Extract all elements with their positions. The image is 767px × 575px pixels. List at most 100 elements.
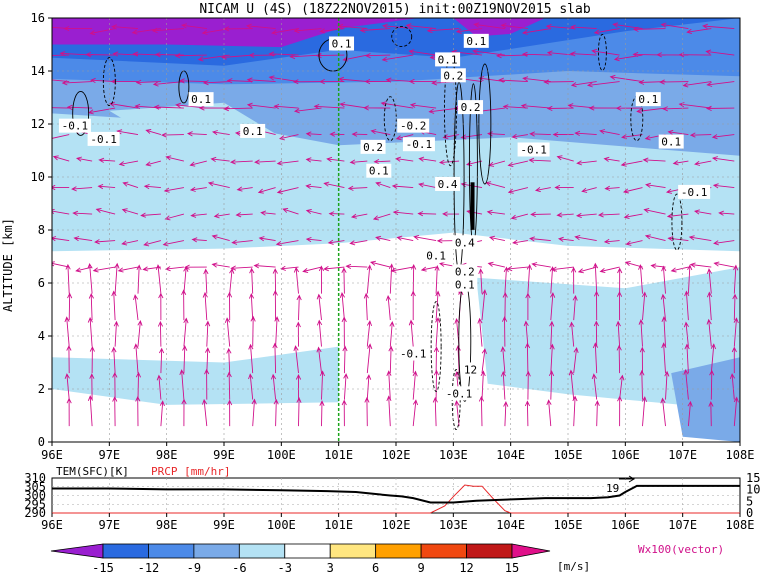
wind-vector — [67, 292, 73, 321]
contour-label-bg — [402, 137, 435, 152]
wind-vector — [363, 292, 369, 321]
colorbar-tick-label: -12 — [138, 561, 160, 575]
wind-vector — [660, 293, 666, 321]
wind-vector — [481, 348, 487, 374]
wind-vector — [667, 236, 689, 242]
wind-vector — [202, 291, 208, 321]
surface-y-tick-label-left: 305 — [24, 480, 46, 494]
wind-vector — [316, 319, 323, 347]
colorbar-box — [238, 543, 286, 559]
wind-vector — [396, 235, 414, 242]
wind-vector — [189, 160, 207, 167]
contour-line — [597, 34, 607, 71]
wind-vector — [135, 79, 161, 86]
x-tick-label: 103E — [439, 448, 468, 462]
contour-label-bg — [435, 52, 461, 67]
contour-label: 0.1 — [455, 279, 475, 292]
colorbar-box — [102, 543, 149, 559]
wind-vector — [226, 78, 253, 84]
contour-label: 12 — [464, 363, 477, 376]
wind-vector — [52, 107, 70, 109]
contour-line — [72, 90, 90, 136]
wind-vector — [351, 131, 368, 137]
wind-vector — [693, 209, 712, 215]
wind-vector — [546, 105, 574, 112]
wind-vector — [689, 262, 712, 268]
wind-vector — [71, 186, 93, 192]
wind-vector — [186, 131, 207, 137]
wind-vector — [163, 187, 184, 193]
wind-vector — [366, 320, 373, 347]
wind-vector — [250, 315, 256, 347]
wind-vector — [136, 264, 142, 294]
wind-vector — [477, 317, 483, 347]
wind-vector — [572, 294, 578, 321]
wind-vector — [52, 208, 70, 215]
wind-vector — [159, 347, 165, 374]
wind-vector — [549, 343, 555, 374]
wind-vector — [236, 186, 253, 192]
wind-vector — [52, 26, 70, 30]
wind-vector — [337, 23, 368, 30]
wind-vector — [586, 81, 620, 88]
wind-vector — [672, 160, 689, 166]
wind-vector — [570, 266, 577, 294]
wind-vector — [121, 240, 139, 246]
x-tick-label: 108E — [726, 448, 755, 462]
wind-vector — [388, 345, 394, 374]
contour-label: 0.2 — [455, 265, 475, 278]
wind-vector — [687, 264, 693, 294]
contour-label-bg — [658, 134, 684, 149]
contour-label-bg — [678, 184, 711, 199]
tem-label: TEM(SFC)[K] — [56, 465, 129, 478]
wind-vector — [569, 321, 575, 347]
wind-vector — [341, 267, 347, 294]
x-tick-label: 100E — [267, 448, 296, 462]
wind-vector — [500, 370, 506, 400]
wind-vector — [202, 80, 230, 86]
surface-x-tick-label: 104E — [496, 518, 525, 532]
wind-vector — [363, 105, 391, 111]
wind-vector — [97, 183, 116, 190]
wind-vector — [207, 181, 230, 189]
wind-vector — [413, 234, 437, 242]
contour-label-bg — [452, 264, 478, 279]
contour-label-bg — [423, 248, 449, 263]
wind-vector — [487, 261, 506, 268]
wind-vector — [347, 185, 368, 191]
wind-vectors — [52, 22, 739, 427]
colorbar-over-triangle — [511, 543, 551, 559]
surface-y-tick-label-left: 300 — [24, 489, 46, 503]
wind-vector — [52, 79, 70, 83]
wind-vector — [556, 155, 574, 162]
wind-vector — [689, 132, 712, 138]
wind-vector — [213, 213, 230, 219]
wind-vector — [684, 290, 690, 321]
wind-vector — [574, 130, 597, 136]
colorbar-tick-label: 3 — [327, 561, 334, 575]
contour-line — [391, 26, 413, 47]
wind-vector — [369, 260, 391, 268]
wind-vector — [526, 263, 533, 294]
wind-vector — [551, 266, 574, 272]
tem-inline-label: 19 — [606, 482, 619, 495]
wind-vector — [135, 371, 142, 400]
surface-y-tick-label-right: 5 — [746, 494, 753, 508]
wind-vector — [205, 347, 211, 374]
wind-vector — [604, 185, 620, 191]
wind-vector — [305, 236, 322, 243]
wind-vector — [613, 54, 643, 62]
wind-vector — [412, 399, 419, 427]
wind-vector — [143, 183, 161, 190]
wind-vector — [326, 156, 345, 163]
chart-title: NICAM U (4S) (18Z22NOV2015) init:00Z19NO… — [199, 2, 591, 17]
wind-vector — [373, 159, 391, 165]
wind-vector — [224, 317, 231, 347]
wind-vector — [319, 78, 345, 85]
wind-vector — [528, 157, 551, 163]
colorbar-box — [193, 543, 240, 559]
colorbar-tick-label: -3 — [278, 561, 292, 575]
wind-vector — [248, 292, 255, 321]
wind-vector — [156, 374, 162, 400]
wind-vector — [183, 317, 189, 347]
